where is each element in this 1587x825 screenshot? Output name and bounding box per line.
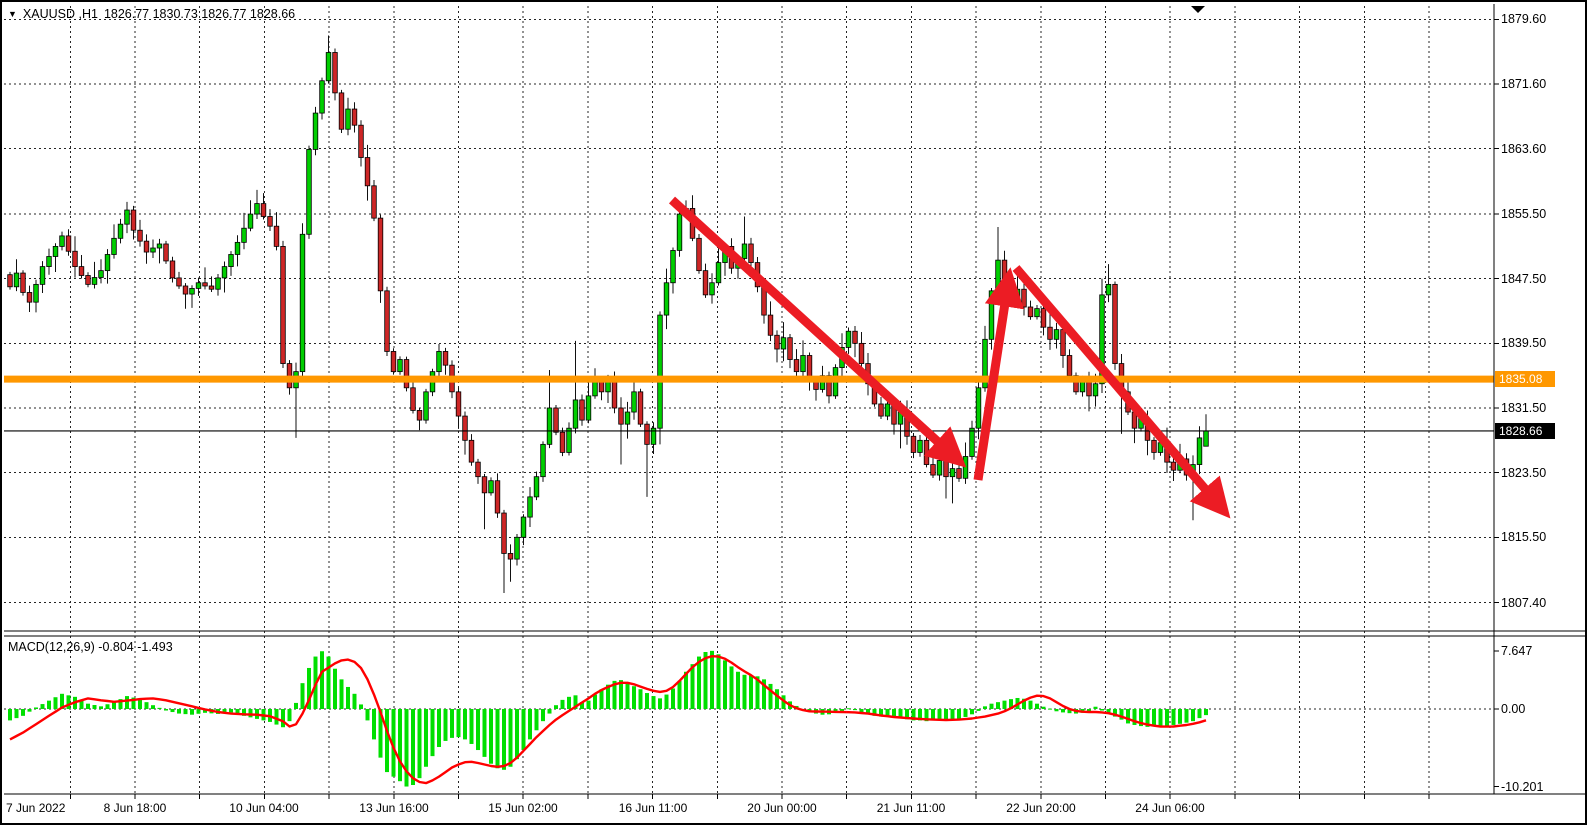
price-axis-label: 1839.50 (1501, 336, 1547, 351)
time-axis-label: 7 Jun 2022 (6, 801, 66, 815)
candlestick-series (7, 35, 1209, 594)
price-axis-label: 1823.50 (1501, 465, 1547, 480)
time-axis-label: 15 Jun 02:00 (488, 801, 558, 815)
orange-level-price-badge: 1835.08 (1495, 371, 1555, 388)
time-axis-label: 10 Jun 04:00 (229, 801, 299, 815)
macd-indicator-label: MACD(12,26,9) -0.804 -1.493 (8, 640, 173, 654)
price-axis-label: 1807.40 (1501, 595, 1547, 610)
time-axis-label: 21 Jun 11:00 (876, 801, 946, 815)
price-axis-label: 1871.60 (1501, 76, 1547, 91)
time-axis-label: 16 Jun 11:00 (618, 801, 688, 815)
grid-lines (4, 6, 1494, 794)
time-axis-label: 20 Jun 00:00 (747, 801, 817, 815)
price-axis-label: 1815.50 (1501, 530, 1547, 545)
chart-header: ▼ XAUUSD ,H1 1826.77 1830.73 1826.77 182… (8, 7, 295, 21)
macd-signal-line (9, 655, 1207, 785)
price-axis-label: 1847.50 (1501, 271, 1547, 286)
price-axis-label: 1879.60 (1501, 12, 1547, 27)
trend-arrows (668, 196, 1231, 519)
chart-title-symbol: XAUUSD ,H1 (22, 7, 98, 21)
price-axis-label: 1831.50 (1501, 401, 1547, 415)
time-axis-label: 24 Jun 06:00 (1135, 801, 1205, 815)
time-axis-label: 13 Jun 16:00 (359, 801, 429, 815)
time-axis-label: 22 Jun 20:00 (1006, 801, 1076, 815)
chart-title-ohlc: 1826.77 1830.73 1826.77 1828.66 (103, 7, 296, 21)
macd-axis-label: -10.201 (1501, 779, 1544, 794)
price-axis-label: 1863.60 (1501, 141, 1547, 156)
macd-axis-label: 0.00 (1501, 702, 1526, 716)
macd-axis-label: 7.647 (1501, 643, 1533, 658)
current-price-badge: 1828.66 (1495, 422, 1555, 439)
last-bar-marker-icon (1191, 6, 1205, 13)
price-axis-label: 1855.50 (1501, 207, 1547, 222)
symbol-dropdown-icon[interactable]: ▼ (8, 8, 17, 19)
macd-pane (8, 650, 1208, 787)
time-axis-label: 8 Jun 18:00 (103, 801, 167, 815)
